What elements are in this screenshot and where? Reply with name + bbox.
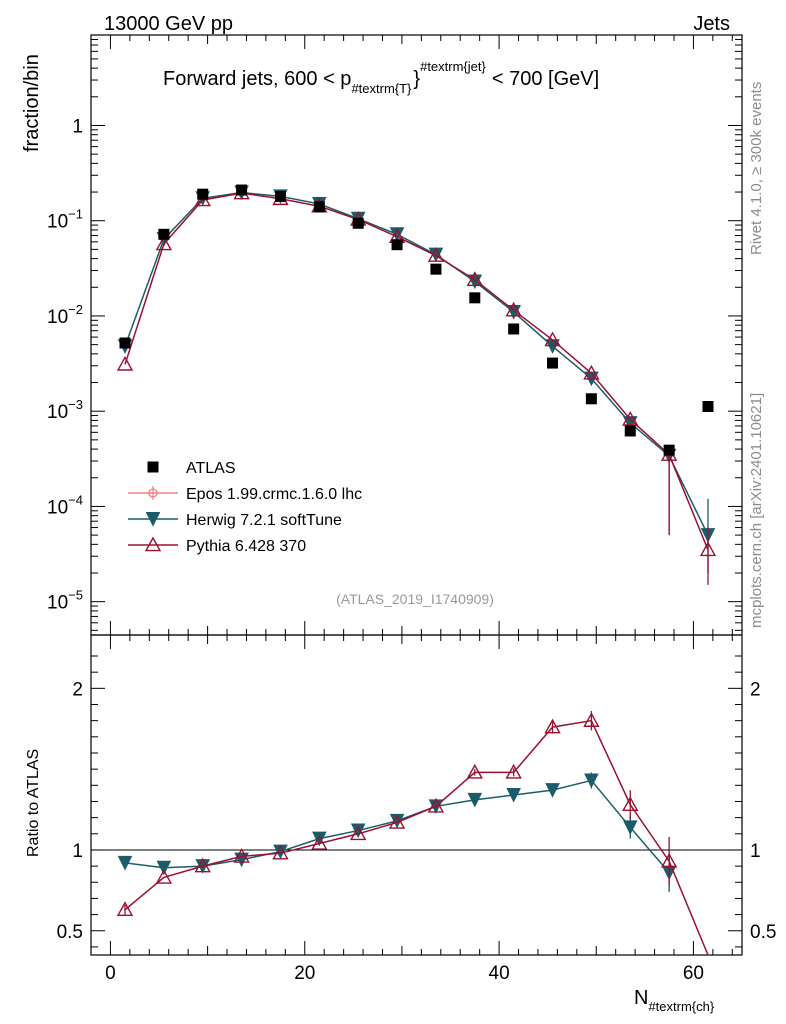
- pythia-ratio-point: [583, 712, 600, 727]
- pythia-point: [116, 355, 134, 371]
- top-panel-series: [116, 184, 717, 585]
- y-tick-label-right: 2: [750, 679, 761, 700]
- legend-label-atlas: ATLAS: [186, 460, 236, 477]
- legend-label-epos: Epos 1.99.crmc.1.6.0 lhc: [186, 486, 362, 503]
- herwig-ratio-point: [117, 855, 133, 871]
- pythia-point: [544, 331, 561, 347]
- pythia-point: [699, 541, 717, 557]
- legend: ATLAS Epos 1.99.crmc.1.6.0 lhc Herwig 7.2.…: [128, 460, 362, 555]
- plot-title-sup: #textrm{jet}: [420, 59, 486, 74]
- atlas-point: [663, 444, 675, 456]
- legend-marker-atlas: [147, 461, 159, 473]
- plot-title: Forward jets, 600 < p#textrm{T}}#textrm{…: [163, 59, 599, 96]
- pythia-ratio-point: [622, 796, 639, 811]
- atlas-point: [469, 292, 481, 304]
- mcplots-source-label: mcplots.cern.ch [arXiv:2401.10621]: [748, 393, 765, 628]
- pythia-ratio-point: [350, 825, 367, 841]
- herwig-ratio-point: [156, 860, 172, 876]
- herwig-ratio-point: [506, 788, 521, 803]
- atlas-point: [313, 201, 325, 213]
- legend-marker-herwig: [145, 512, 161, 527]
- y-tick-label: 10−5: [47, 588, 83, 614]
- herwig-ratio-point: [545, 783, 560, 798]
- atlas-point: [585, 393, 597, 405]
- x-axis-label-sub: #textrm{ch}: [648, 999, 714, 1014]
- pythia-ratio-point: [272, 844, 289, 860]
- y-tick-label: 10−2: [47, 302, 83, 328]
- herwig-ratio-point: [467, 792, 483, 808]
- y-tick-label: 2: [72, 679, 83, 700]
- ratio-panel-series: [116, 710, 709, 956]
- y-tick-label: 10−4: [47, 492, 83, 518]
- atlas-point: [624, 425, 636, 437]
- rivet-version-label: Rivet 4.1.0, ≥ 300k events: [748, 82, 765, 255]
- y-tick-label: 0.5: [57, 922, 83, 943]
- pythia-ratio-point: [194, 857, 211, 873]
- energy-label: 13000 GeV pp: [104, 13, 233, 35]
- pythia-ratio-point: [311, 835, 328, 850]
- atlas-point: [236, 184, 248, 196]
- herwig-ratio-point: [622, 820, 638, 835]
- plot-title-main: Forward jets, 600 < p: [163, 68, 351, 90]
- legend-marker-pythia: [144, 536, 162, 552]
- y-tick-label-right: 1: [750, 841, 761, 862]
- y-axis-label-top: fraction/bin: [21, 54, 43, 152]
- analysis-tag: (ATLAS_2019_I1740909): [336, 591, 494, 607]
- y-axis-label-bottom: Ratio to ATLAS: [25, 749, 42, 857]
- x-tick-label: 20: [294, 963, 315, 984]
- pythia-ratio-point: [505, 763, 522, 779]
- top-panel-ticks: 10−5 10−4 10−3 10−2 10−1 1: [47, 35, 742, 635]
- pythia-ratio-point: [660, 852, 678, 868]
- pythia-point: [466, 271, 483, 287]
- pythia-point: [505, 301, 522, 317]
- pythia-line: [124, 192, 709, 551]
- herwig-ratio-point: [350, 823, 366, 839]
- x-axis-label-main: N: [634, 987, 648, 1009]
- atlas-point: [119, 337, 131, 349]
- herwig-line: [124, 191, 709, 536]
- atlas-point: [547, 357, 559, 369]
- atlas-point: [430, 263, 442, 275]
- atlas-point: [158, 228, 170, 240]
- herwig-ratio-point: [312, 831, 327, 847]
- legend-marker-epos: [148, 488, 158, 498]
- pythia-ratio-point: [155, 868, 173, 884]
- y-tick-label: 1: [72, 116, 83, 137]
- y-tick-label: 1: [72, 841, 83, 862]
- y-tick-label: 10−1: [47, 207, 83, 233]
- herwig-ratio-point: [584, 773, 599, 789]
- pythia-point: [427, 247, 445, 262]
- pythia-point: [583, 364, 600, 380]
- atlas-point: [702, 401, 714, 413]
- pythia-ratio-point: [466, 763, 483, 779]
- pythia-ratio-point: [388, 814, 406, 829]
- plot-title-end: < 700 [GeV]: [492, 68, 599, 90]
- x-tick-label: 60: [683, 963, 704, 984]
- atlas-point: [391, 239, 403, 251]
- pythia-ratio-point: [233, 847, 250, 863]
- x-axis-label: N#textrm{ch}: [634, 987, 715, 1014]
- ratio-panel-ticks: 0 20 40 60 0.5 0.5 1 1 2 2: [57, 635, 776, 984]
- plot-title-sub: #textrm{T}: [351, 81, 412, 96]
- atlas-point: [508, 323, 520, 335]
- legend-label-herwig: Herwig 7.2.1 softTune: [186, 512, 342, 529]
- legend-label-pythia: Pythia 6.428 370: [186, 538, 306, 555]
- pythia-point: [155, 235, 173, 251]
- y-tick-label-right: 0.5: [750, 922, 776, 943]
- pythia-ratio-point: [427, 797, 445, 813]
- pythia-ratio-line: [124, 719, 709, 956]
- x-tick-label: 40: [489, 963, 510, 984]
- atlas-point: [352, 217, 364, 229]
- pythia-ratio-point: [116, 901, 134, 917]
- ratio-panel-frame: [90, 634, 743, 956]
- pythia-point: [622, 410, 639, 426]
- atlas-point: [197, 188, 209, 200]
- x-tick-label: 0: [105, 963, 116, 984]
- pythia-ratio-point: [544, 718, 561, 734]
- y-tick-label: 10−3: [47, 397, 83, 423]
- process-label: Jets: [693, 13, 730, 35]
- atlas-point: [274, 190, 286, 202]
